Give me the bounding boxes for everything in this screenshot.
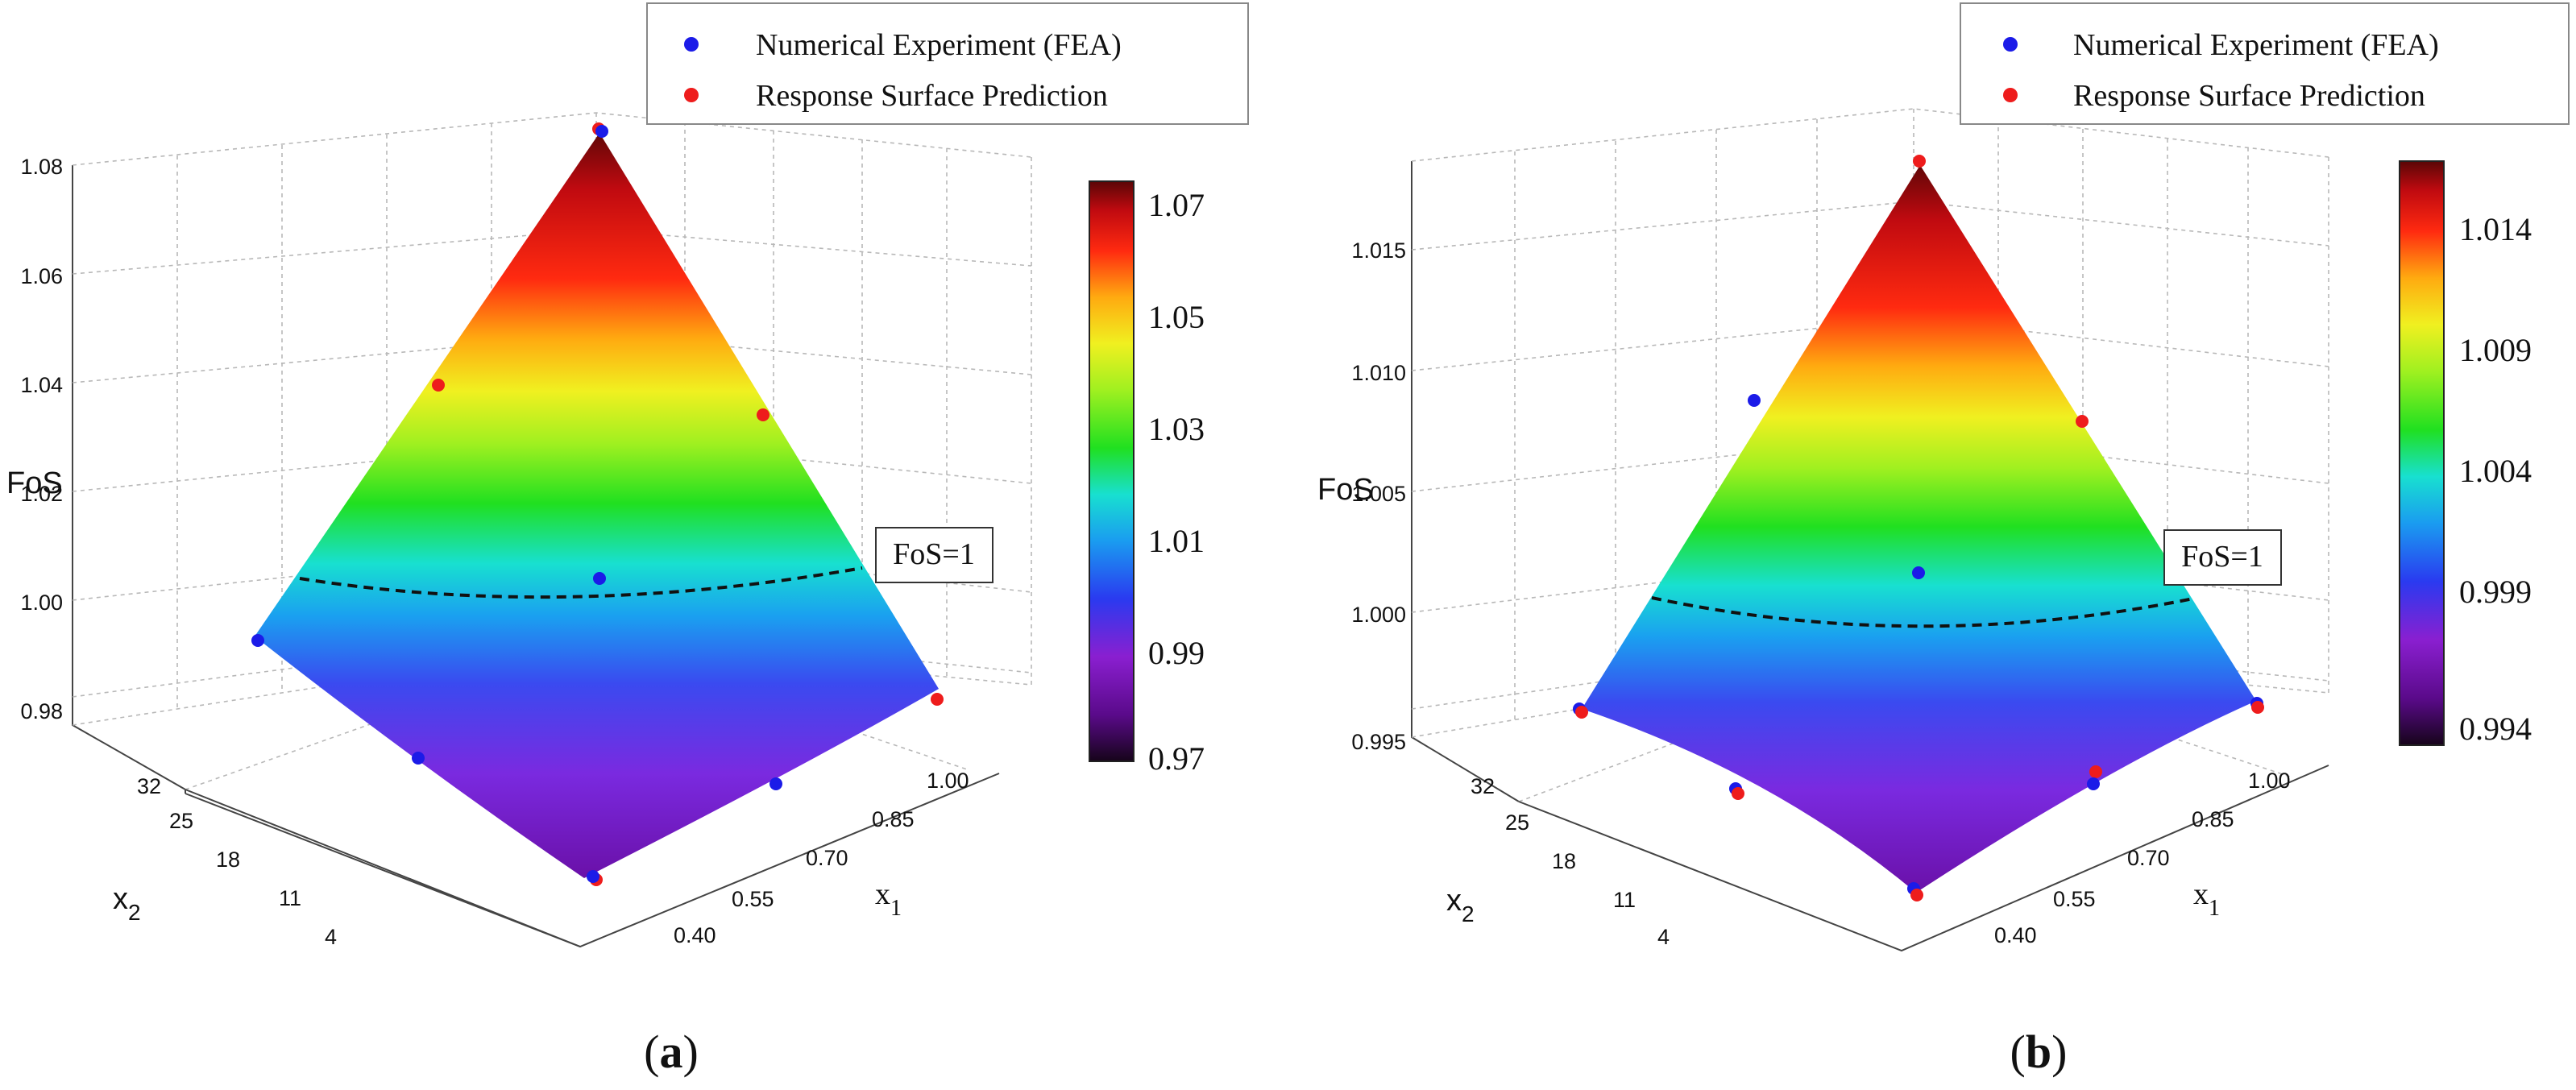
chart-a-panel-label: (a) (644, 1026, 699, 1078)
chart-a-x1-tick: 0.40 (674, 923, 716, 947)
chart-a-z-tick: 0.98 (20, 699, 63, 723)
chart-b-points (1573, 155, 2264, 901)
chart-b-z-label: FoS (1317, 473, 1374, 507)
chart-a-z-tick: 1.04 (20, 373, 63, 397)
legend-rsp-label: Response Surface Prediction (756, 79, 1108, 113)
chart-b-x2-tick: 11 (1613, 888, 1636, 912)
legend-fea-label: Numerical Experiment (FEA) (756, 28, 1122, 62)
chart-a-z-label: FoS (6, 466, 63, 500)
chart-b-point-rsp (1575, 706, 1588, 719)
chart-a-legend: Numerical Experiment (FEA) Response Surf… (646, 2, 1249, 125)
chart-a-z-tick: 1.08 (20, 155, 63, 179)
chart-a: 1.08 1.06 1.04 1.02 1.00 0.98 FoS 32 25 … (6, 2, 1249, 1078)
chart-b-point-rsp (1732, 787, 1744, 800)
chart-a-cbar-tick: 0.97 (1148, 740, 1205, 777)
chart-b-point-fea (2087, 777, 2100, 790)
chart-a-x1-ticks: 0.40 0.55 0.70 0.85 1.00 (674, 769, 969, 947)
chart-a-point-fea (595, 125, 608, 138)
chart-a-cbar-tick: 1.03 (1148, 411, 1205, 447)
chart-b-z-tick: 0.995 (1351, 730, 1406, 754)
chart-b-point-rsp (2089, 765, 2102, 778)
chart-b-point-rsp (2076, 415, 2089, 428)
chart-b-x2-tick: 18 (1552, 849, 1576, 873)
chart-a-point-rsp (432, 379, 445, 392)
legend-fea-label: Numerical Experiment (FEA) (2073, 28, 2439, 62)
chart-a-point-fea (412, 752, 425, 765)
chart-b-z-tick: 1.010 (1351, 361, 1406, 385)
chart-b-x2-tick: 25 (1505, 810, 1529, 835)
chart-b-x2-label: x2 (1446, 884, 1475, 926)
chart-b-surface (1582, 165, 2256, 893)
chart-b-x1-label: x1 (2193, 877, 2220, 921)
legend-rsp-label: Response Surface Prediction (2073, 79, 2425, 113)
chart-b-colorbar: 1.014 1.009 1.004 0.999 0.994 (2399, 160, 2532, 747)
chart-a-surface (255, 133, 939, 878)
chart-a-x2-tick: 4 (325, 925, 337, 949)
chart-b-x1-tick: 0.85 (2192, 807, 2234, 831)
chart-b-cbar-tick: 1.014 (2459, 211, 2532, 247)
chart-b-x2-tick: 4 (1657, 925, 1670, 949)
chart-b-point-rsp (2251, 701, 2264, 714)
chart-b-z-tick: 1.005 (1351, 482, 1406, 506)
chart-a-cbar-tick: 1.01 (1148, 523, 1205, 559)
chart-b-x2-ticks: 32 25 18 11 4 (1471, 774, 1670, 949)
chart-a-x1-tick: 1.00 (927, 769, 969, 793)
chart-a-x2-tick: 32 (137, 774, 161, 798)
chart-b-cbar-tick: 1.004 (2459, 453, 2532, 489)
chart-a-point-rsp (931, 693, 944, 706)
chart-b-x1-tick: 1.00 (2248, 769, 2291, 793)
chart-a-colorbar: 1.07 1.05 1.03 1.01 0.99 0.97 (1089, 180, 1205, 777)
chart-a-point-fea (587, 870, 599, 883)
chart-b-point-fea (1912, 566, 1925, 579)
chart-a-point-fea (593, 572, 606, 585)
chart-a-contour-box (875, 527, 993, 583)
chart-b-point-rsp (1910, 889, 1923, 901)
chart-b-x1-ticks: 0.40 0.55 0.70 0.85 1.00 (1994, 769, 2291, 947)
chart-a-cbar-tick: 1.05 (1148, 299, 1205, 335)
chart-b-contour-label: FoS=1 (2181, 540, 2263, 574)
legend-fea-marker (2003, 37, 2018, 52)
chart-a-z-tick: 1.00 (20, 591, 63, 615)
chart-a-x2-tick: 11 (279, 886, 301, 910)
legend-fea-marker (684, 37, 699, 52)
chart-b-z-tick: 1.015 (1351, 238, 1406, 263)
chart-a-points (251, 122, 944, 886)
legend-rsp-marker (2003, 88, 2018, 102)
chart-b-z-ticks: 1.015 1.010 1.005 1.000 0.995 (1351, 238, 1406, 754)
chart-b-x1-tick: 0.70 (2127, 846, 2170, 870)
chart-b-point-fea (1748, 394, 1761, 407)
chart-b-cbar-tick: 1.009 (2459, 332, 2532, 368)
chart-b-x2-tick: 32 (1471, 774, 1495, 798)
chart-b-cbar-tick: 0.994 (2459, 711, 2532, 747)
chart-b-x1-tick: 0.55 (2053, 887, 2096, 911)
chart-b-z-tick: 1.000 (1351, 603, 1406, 627)
chart-a-x1-label: x1 (875, 877, 902, 921)
chart-a-point-rsp (757, 408, 769, 421)
chart-b: 1.015 1.010 1.005 1.000 0.995 FoS 32 25 … (1317, 2, 2570, 1078)
chart-a-cbar-tick: 0.99 (1148, 635, 1205, 671)
chart-a-z-tick: 1.02 (20, 482, 63, 506)
chart-a-z-ticks: 1.08 1.06 1.04 1.02 1.00 0.98 (20, 155, 63, 723)
chart-a-x2-ticks: 32 25 18 11 4 (137, 774, 337, 949)
chart-b-cbar-tick: 0.999 (2459, 574, 2532, 610)
chart-a-x2-tick: 25 (169, 809, 193, 833)
chart-a-x2-label: x2 (113, 882, 141, 925)
chart-b-contour-box (2163, 529, 2282, 586)
legend-rsp-marker (684, 88, 699, 102)
chart-b-panel-label: (b) (2010, 1026, 2068, 1078)
chart-a-x2-tick: 18 (216, 848, 240, 872)
chart-a-point-fea (251, 634, 264, 647)
chart-a-contour-label: FoS=1 (893, 537, 975, 571)
chart-b-legend: Numerical Experiment (FEA) Response Surf… (1960, 2, 2570, 125)
chart-a-cbar-tick: 1.07 (1148, 187, 1205, 223)
chart-a-x1-tick: 0.55 (732, 887, 774, 911)
chart-a-z-tick: 1.06 (20, 264, 63, 288)
chart-b-point-rsp (1913, 155, 1926, 168)
chart-b-x1-tick: 0.40 (1994, 923, 2037, 947)
chart-a-point-fea (769, 777, 782, 790)
chart-a-x1-tick: 0.85 (872, 807, 915, 831)
chart-a-x1-tick: 0.70 (806, 846, 848, 870)
